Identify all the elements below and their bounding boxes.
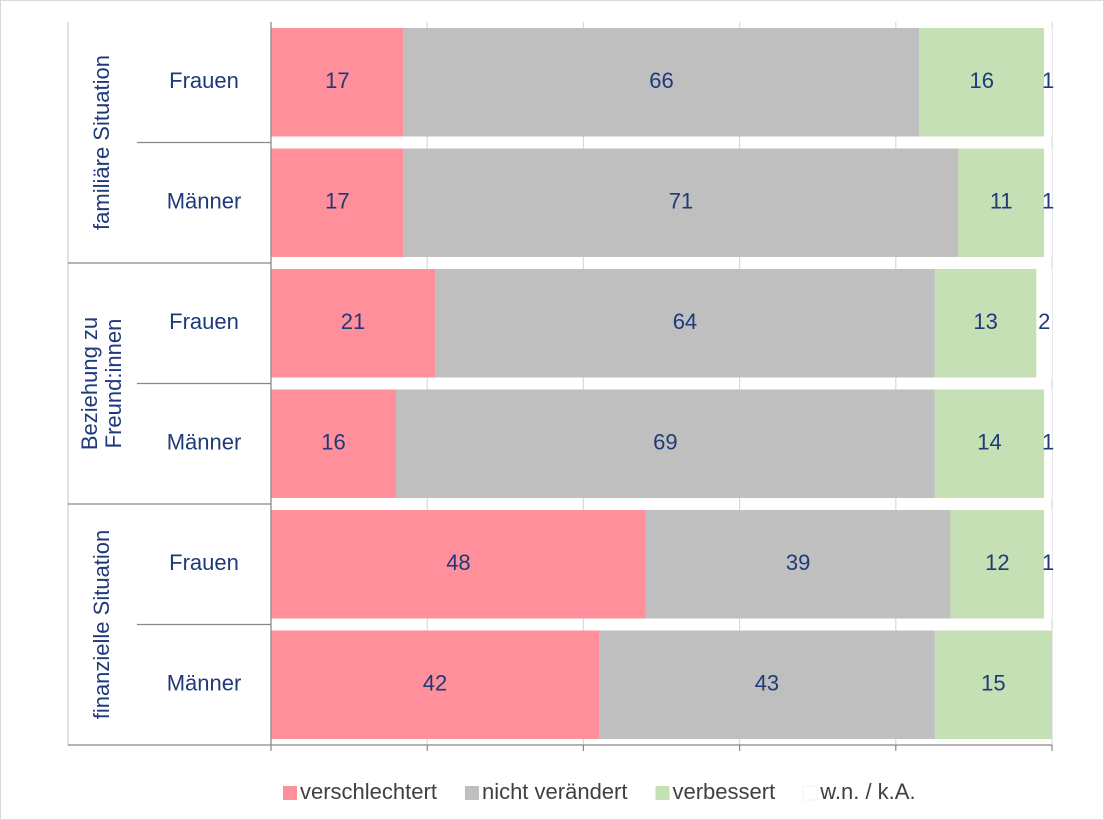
bar-segment	[403, 148, 959, 257]
data-label: 71	[669, 189, 693, 214]
data-label: 12	[985, 550, 1009, 575]
bar-segment	[1044, 389, 1052, 498]
data-label: 39	[786, 550, 810, 575]
group-label: familiäre Situation	[89, 55, 114, 230]
legend-label: w.n. / k.A.	[819, 779, 915, 804]
group-label: Freund:innen	[101, 319, 126, 449]
data-label: 21	[341, 309, 365, 334]
legend-swatch	[802, 785, 818, 801]
bar-segment	[403, 28, 920, 137]
bar-segment	[271, 389, 396, 498]
bar-segment	[435, 269, 935, 378]
y-tick-label: Frauen	[169, 68, 239, 93]
data-label: 64	[673, 309, 697, 334]
bar-segment	[950, 510, 1045, 619]
y-tick-label: Frauen	[169, 550, 239, 575]
bar-segment	[271, 269, 436, 378]
legend-swatch	[464, 786, 479, 800]
data-label: 66	[649, 68, 673, 93]
data-label: 17	[325, 189, 349, 214]
data-label: 1	[1042, 430, 1054, 455]
data-label: 15	[981, 671, 1005, 696]
bar-segment	[1044, 148, 1052, 257]
bar-segment	[958, 148, 1045, 257]
bar-segment	[271, 148, 404, 257]
legend-label: verbessert	[672, 779, 775, 804]
legend-swatch	[655, 786, 670, 800]
bar-segment	[271, 28, 404, 137]
bar-segment	[919, 28, 1045, 137]
data-label: 69	[653, 430, 677, 455]
bar-segment	[934, 389, 1045, 498]
data-label: 43	[755, 671, 779, 696]
y-tick-label: Männer	[167, 671, 242, 696]
data-label: 13	[973, 309, 997, 334]
bar-segment	[1044, 510, 1052, 619]
data-label: 16	[321, 430, 345, 455]
data-label: 17	[325, 68, 349, 93]
group-label: finanzielle Situation	[89, 530, 114, 720]
bar-segment	[645, 510, 951, 619]
bar-segment	[395, 389, 935, 498]
legend-swatch	[283, 786, 297, 800]
legend-label: verschlechtert	[300, 779, 437, 804]
bar-segment	[1044, 28, 1052, 137]
data-label: 16	[969, 68, 993, 93]
bar-segment	[934, 630, 1052, 739]
bar-segment	[599, 630, 935, 739]
data-label: 14	[977, 430, 1001, 455]
data-label: 2	[1038, 309, 1050, 334]
bar-segment	[271, 630, 600, 739]
data-label: 1	[1042, 550, 1054, 575]
y-tick-label: Männer	[167, 189, 242, 214]
bar-segment	[271, 510, 646, 619]
y-tick-label: Männer	[167, 430, 242, 455]
data-label: 1	[1042, 68, 1054, 93]
bar-segment	[934, 269, 1037, 378]
bar-segment	[1036, 269, 1052, 378]
group-label: Beziehung zu	[77, 317, 102, 450]
data-label: 48	[446, 550, 470, 575]
y-tick-label: Frauen	[169, 309, 239, 334]
data-label: 42	[423, 671, 447, 696]
data-label: 11	[990, 189, 1013, 214]
data-label: 1	[1042, 189, 1054, 214]
legend-label: nicht verändert	[482, 779, 628, 804]
